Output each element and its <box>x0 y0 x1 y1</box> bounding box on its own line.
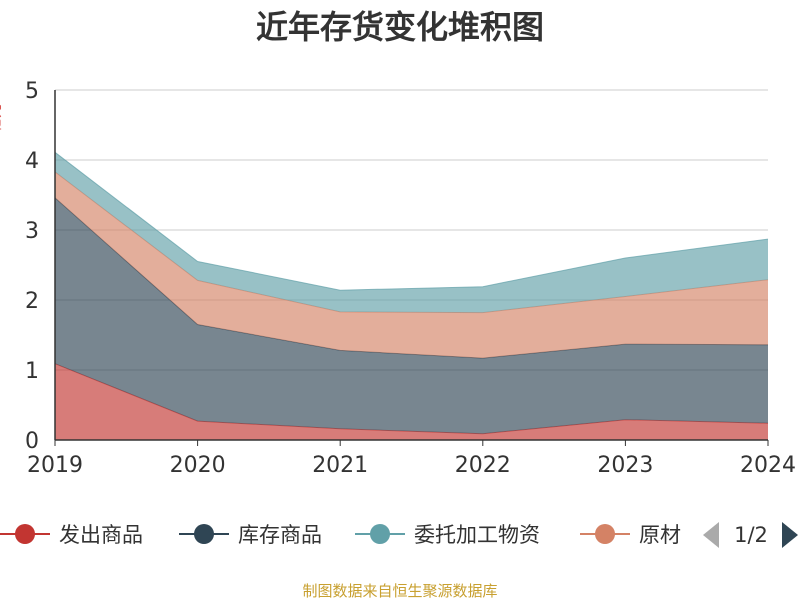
line-委托加工物资 <box>54 151 769 291</box>
legend-label: 原材 <box>639 523 681 547</box>
y-tick-label: 0 <box>25 429 39 454</box>
area-原材料 <box>55 171 768 359</box>
chart-title: 近年存货变化堆积图 <box>256 8 544 46</box>
axes: 0 1 2 3 4 5 2019 2020 2021 2022 2023 2024 <box>25 79 796 478</box>
legend-marker <box>194 524 214 544</box>
area-发出商品 <box>55 363 768 440</box>
source-note: 制图数据来自恒生聚源数据库 <box>302 582 497 600</box>
legend-pager: 1/2 <box>703 522 798 548</box>
y-tick-label: 4 <box>25 149 39 174</box>
legend: 发出商品 库存商品 委托加工物资 原材 <box>0 523 681 547</box>
legend-item: 原材 <box>580 523 681 547</box>
y-axis-label: 亿元 <box>0 104 4 132</box>
x-tick-label: 2024 <box>740 453 796 478</box>
x-tick-label: 2021 <box>312 453 368 478</box>
legend-item: 发出商品 <box>0 523 143 547</box>
x-tick-label: 2020 <box>170 453 226 478</box>
legend-next-arrow[interactable] <box>782 522 798 548</box>
y-tick-label: 2 <box>25 289 39 314</box>
x-tick-label: 2023 <box>597 453 653 478</box>
legend-marker <box>15 524 35 544</box>
y-tick-label: 3 <box>25 219 39 244</box>
legend-label: 委托加工物资 <box>414 523 540 547</box>
y-tick-label: 5 <box>25 79 39 104</box>
stacked-areas <box>54 151 769 440</box>
y-tick-label: 1 <box>25 359 39 384</box>
legend-page-indicator: 1/2 <box>734 523 768 547</box>
legend-marker <box>370 524 390 544</box>
legend-label: 库存商品 <box>238 523 322 547</box>
area-库存商品 <box>55 197 768 434</box>
legend-prev-arrow[interactable] <box>703 522 719 548</box>
area-委托加工物资 <box>55 152 768 313</box>
x-tick-label: 2022 <box>455 453 511 478</box>
legend-item: 委托加工物资 <box>355 523 540 547</box>
legend-label: 发出商品 <box>59 523 143 547</box>
legend-marker <box>595 524 615 544</box>
x-tick-label: 2019 <box>27 453 83 478</box>
legend-item: 库存商品 <box>179 523 322 547</box>
